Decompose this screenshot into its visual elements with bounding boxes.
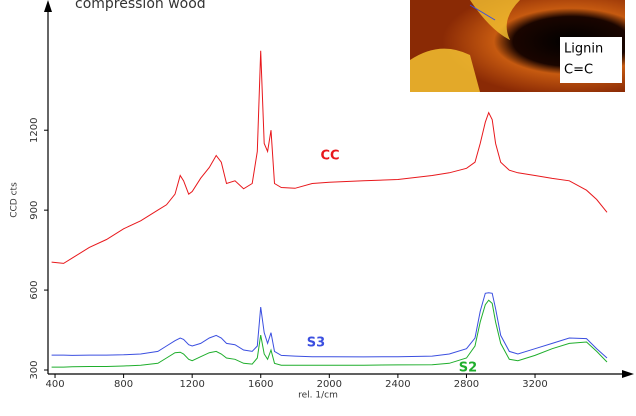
series-line: [51, 50, 608, 264]
y-tick-label: 300: [29, 360, 40, 379]
x-axis-arrow: [622, 370, 634, 378]
x-tick-label: 1600: [248, 379, 273, 390]
x-tick-label: 2800: [454, 379, 479, 390]
inset: Lignin C=C: [398, 0, 630, 104]
series-label: S2: [459, 361, 477, 376]
y-tick-label: 600: [29, 281, 40, 300]
x-tick-label: 1200: [179, 379, 204, 390]
y-axis-arrow: [44, 0, 52, 12]
x-tick-label: 3200: [522, 379, 547, 390]
inset-line: [469, 4, 496, 21]
series-line: [51, 292, 608, 359]
series-line: [51, 299, 608, 368]
series-label: CC: [320, 149, 339, 164]
inset-feature: [410, 48, 480, 92]
inset-label-box: [560, 37, 622, 83]
inset-label: Lignin: [564, 42, 603, 57]
inset-label: C=C: [564, 63, 593, 78]
series-label: S3: [307, 336, 325, 351]
y-tick-label: 1200: [29, 117, 40, 142]
x-tick-label: 2000: [317, 379, 342, 390]
x-tick-label: 2400: [385, 379, 410, 390]
y-tick-label: 900: [29, 201, 40, 220]
y-axis-label: CCD cts: [10, 182, 20, 218]
x-axis-label: rel. 1/cm: [298, 391, 338, 401]
chart-title: compression wood: [75, 0, 206, 12]
x-tick-label: 800: [114, 379, 133, 390]
x-tick-label: 400: [45, 379, 64, 390]
